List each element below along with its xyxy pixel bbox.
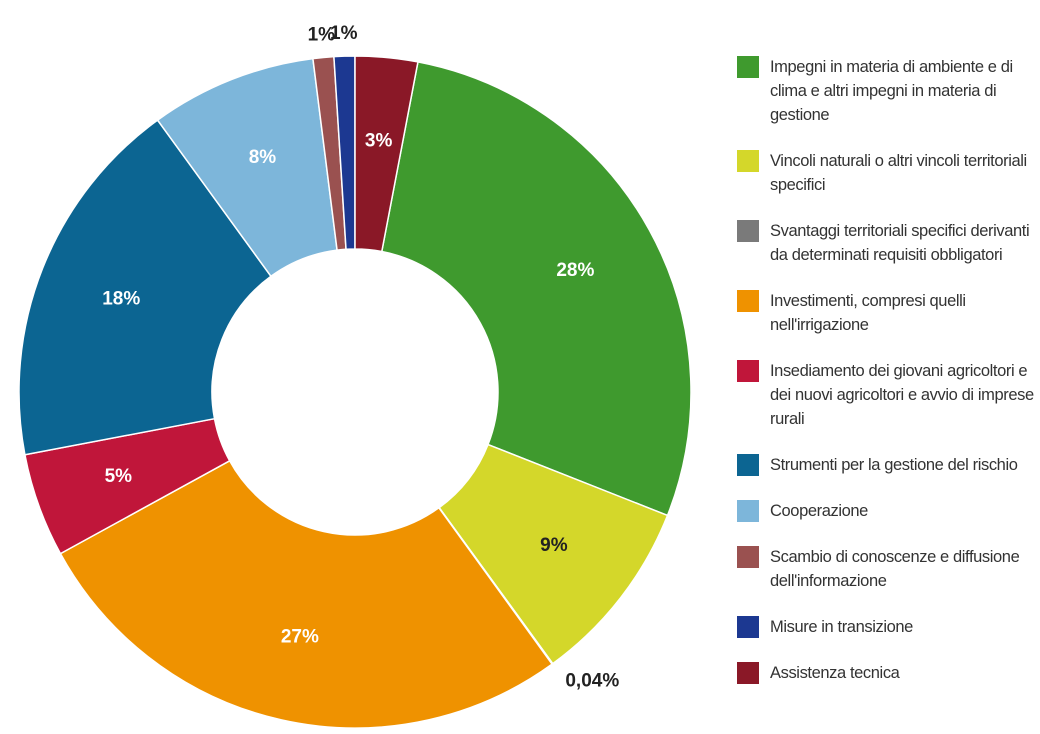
data-label: 0,04% xyxy=(565,671,619,692)
chart: 28% 9% 0,04% 27% 5% 18% 8% 1%1% 3% xyxy=(18,23,692,729)
legend: Impegni in materia di ambiente e di clim… xyxy=(737,55,1037,734)
legend-item: Vincoli naturali o altri vincoli territo… xyxy=(737,149,1037,197)
legend-swatch xyxy=(737,360,759,382)
legend-label: Svantaggi territoriali specifici derivan… xyxy=(770,222,1030,264)
legend-item: Strumenti per la gestione del rischio xyxy=(737,453,1037,477)
legend-swatch xyxy=(737,56,759,78)
legend-swatch xyxy=(737,500,759,522)
legend-item: Assistenza tecnica xyxy=(737,661,1037,685)
legend-swatch xyxy=(737,454,759,476)
legend-item: Scambio di conoscenze e diffusione dell'… xyxy=(737,545,1037,593)
legend-swatch xyxy=(737,546,759,568)
legend-swatch xyxy=(737,662,759,684)
legend-item: Insediamento dei giovani agricoltori e d… xyxy=(737,359,1037,431)
legend-item: Impegni in materia di ambiente e di clim… xyxy=(737,55,1037,127)
legend-item: Misure in transizione xyxy=(737,615,1037,639)
slice xyxy=(18,119,273,456)
legend-label: Investimenti, compresi quelli nell'irrig… xyxy=(770,292,966,334)
data-label: 1% xyxy=(308,25,336,46)
legend-swatch xyxy=(737,616,759,638)
data-label: 5% xyxy=(105,466,133,487)
data-label: 8% xyxy=(249,147,277,168)
data-label: 27% xyxy=(281,626,319,647)
data-label: 9% xyxy=(540,535,568,556)
legend-label: Scambio di conoscenze e diffusione dell'… xyxy=(770,548,1020,590)
data-label: 3% xyxy=(365,131,393,152)
legend-item: Cooperazione xyxy=(737,499,1037,523)
legend-label: Strumenti per la gestione del rischio xyxy=(770,456,1018,474)
data-label: 1% xyxy=(330,23,358,44)
slice xyxy=(354,55,419,253)
legend-item: Svantaggi territoriali specifici derivan… xyxy=(737,219,1037,267)
data-label: 18% xyxy=(102,288,140,309)
legend-swatch xyxy=(737,290,759,312)
legend-swatch xyxy=(737,150,759,172)
slice xyxy=(380,61,692,517)
legend-label: Impegni in materia di ambiente e di clim… xyxy=(770,58,1013,124)
legend-label: Cooperazione xyxy=(770,502,868,520)
legend-label: Insediamento dei giovani agricoltori e d… xyxy=(770,362,1034,428)
legend-label: Misure in transizione xyxy=(770,618,913,636)
legend-item: Investimenti, compresi quelli nell'irrig… xyxy=(737,289,1037,337)
legend-label: Assistenza tecnica xyxy=(770,664,900,682)
data-label: 28% xyxy=(556,260,594,281)
legend-swatch xyxy=(737,220,759,242)
legend-label: Vincoli naturali o altri vincoli territo… xyxy=(770,152,1027,194)
slice xyxy=(59,459,554,729)
